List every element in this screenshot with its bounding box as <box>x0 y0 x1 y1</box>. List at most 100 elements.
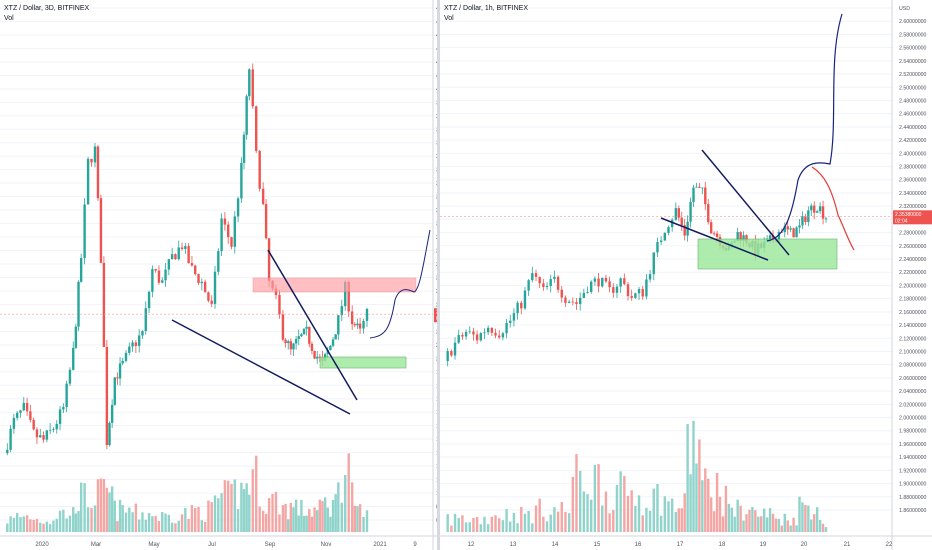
volume-bar <box>512 512 516 532</box>
volume-bar <box>200 520 204 532</box>
volume-bar <box>730 507 733 532</box>
volume-bar <box>267 498 271 532</box>
candle-body <box>105 346 109 446</box>
volume-bar <box>709 497 713 532</box>
chart-pane-left[interactable]: 4.6 4.50000000 4.40000000 4.30000000 4.20000… <box>0 0 437 550</box>
candle-body <box>501 333 505 338</box>
y-tick-label: 2.40000000 <box>436 302 437 308</box>
candle-body <box>15 412 19 418</box>
candle-body <box>79 257 83 282</box>
y-tick-label: 1.30000000 <box>436 451 437 457</box>
volume-bar <box>52 520 55 532</box>
volume-bar <box>25 515 29 532</box>
y-tick-label: 2.32000000 <box>899 204 927 210</box>
y-tick-label: 2.44000000 <box>899 125 927 131</box>
volume-bar <box>786 520 789 532</box>
candle-body <box>9 428 12 450</box>
volume-bar <box>450 525 453 532</box>
candle-body <box>264 204 268 239</box>
x-tick-label: Sep <box>265 542 276 548</box>
volume-bar <box>105 487 109 532</box>
y-tick-label: 3.50000000 <box>436 154 437 160</box>
candle-body <box>601 277 604 287</box>
candle-body <box>637 289 641 294</box>
volume-bar <box>329 516 332 532</box>
y-tick-label: 4.50000000 <box>436 19 437 25</box>
volume-bar <box>113 500 116 532</box>
volume-bar <box>316 510 319 532</box>
volume-bar <box>667 501 670 532</box>
candle-body <box>446 351 449 362</box>
candle-body <box>509 320 512 323</box>
volume-bar <box>294 499 298 532</box>
candle-body <box>55 423 58 430</box>
volume-bar <box>344 475 347 532</box>
y-tick-label: 2.26000000 <box>899 244 927 250</box>
y-tick-label: 3.10000000 <box>436 208 437 214</box>
y-tick-label: 1.80000000 <box>436 383 437 389</box>
volume-bar <box>77 511 80 532</box>
volume-bar <box>663 496 667 532</box>
y-tick-label: 4.20000000 <box>436 60 437 66</box>
y-tick-label: 2.04000000 <box>899 389 927 395</box>
candle-body <box>300 334 303 337</box>
candle-body <box>350 311 354 325</box>
candle-body <box>619 278 622 287</box>
y-tick-label: 4.10000000 <box>436 73 437 79</box>
x-tick-label: 2020 <box>35 542 49 548</box>
volume-bar <box>233 479 236 532</box>
candle-body <box>334 334 337 340</box>
x-tick-label: 20 <box>801 542 808 548</box>
volume-bar <box>240 482 243 532</box>
candle-body <box>344 281 347 307</box>
volume-bar <box>223 480 227 532</box>
candle-body <box>77 281 80 327</box>
candle-body <box>62 407 65 410</box>
volume-bar <box>297 515 300 532</box>
y-tick-label: 1.20000000 <box>436 464 437 470</box>
candle-body <box>116 377 119 379</box>
candle-body <box>230 237 233 247</box>
volume-bar <box>626 495 630 532</box>
y-tick-label: 2.46000000 <box>899 112 927 118</box>
y-tick-label: 1.86000000 <box>899 508 927 514</box>
candle-body <box>542 283 545 288</box>
candle-body <box>25 402 29 412</box>
volume-bar <box>689 474 692 532</box>
candle-body <box>45 430 49 440</box>
pane-divider[interactable] <box>437 0 440 550</box>
candle-body <box>792 228 795 238</box>
chart-pane-right[interactable]: USD 2.60000000 2.58000000 2.56000000 2.54000… <box>440 0 932 550</box>
volume-bar <box>692 420 695 532</box>
candle-body <box>560 289 563 298</box>
volume-bar <box>313 507 316 532</box>
volume-bar <box>58 510 62 532</box>
y-tick-label: 2.90000000 <box>436 235 437 241</box>
volume-bar <box>116 521 119 532</box>
volume-bar <box>608 513 611 532</box>
candle-body <box>479 333 483 341</box>
candle-body <box>534 273 538 277</box>
volume-bar <box>305 515 308 532</box>
price-tag <box>893 210 932 225</box>
candle-body <box>777 231 781 243</box>
candle-body <box>689 201 692 222</box>
candle-body <box>553 276 556 280</box>
chart-canvas-right[interactable]: USD 2.60000000 2.58000000 2.56000000 2.54000… <box>440 0 932 550</box>
volume-bar <box>762 508 766 532</box>
y-tick-label: 2.52000000 <box>899 72 927 78</box>
y-tick-label: USD <box>899 6 910 12</box>
candle-body <box>305 326 308 329</box>
volume-bar <box>187 518 190 532</box>
candle-body <box>715 233 719 237</box>
candle-body <box>313 350 316 359</box>
y-tick-label: 4.30000000 <box>436 46 437 52</box>
volume-bar <box>742 520 745 532</box>
chart-canvas-left[interactable]: 4.6 4.50000000 4.40000000 4.30000000 4.20000… <box>0 0 437 550</box>
candle-body <box>251 69 254 107</box>
volume-bar <box>464 522 468 532</box>
candle-body <box>795 227 798 238</box>
volume-bar <box>724 485 728 532</box>
volume-bar <box>634 505 637 532</box>
candle-body <box>695 186 698 188</box>
